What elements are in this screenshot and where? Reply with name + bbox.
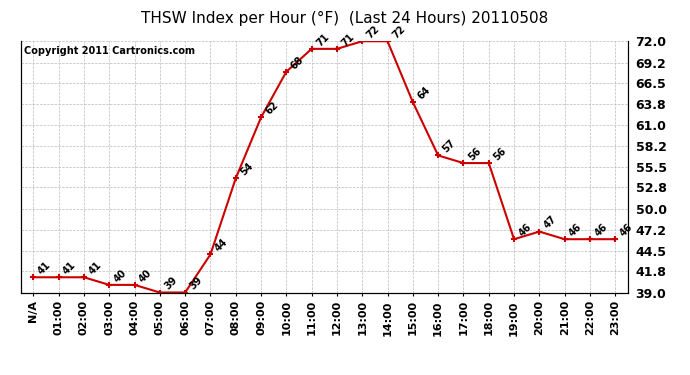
- Text: 40: 40: [137, 267, 154, 284]
- Text: 54: 54: [239, 161, 255, 177]
- Text: 39: 39: [188, 275, 204, 292]
- Text: 72: 72: [365, 24, 382, 40]
- Text: 46: 46: [567, 222, 584, 238]
- Text: 39: 39: [163, 275, 179, 292]
- Text: 41: 41: [61, 260, 78, 276]
- Text: 40: 40: [112, 267, 128, 284]
- Text: 56: 56: [466, 146, 483, 162]
- Text: THSW Index per Hour (°F)  (Last 24 Hours) 20110508: THSW Index per Hour (°F) (Last 24 Hours)…: [141, 11, 549, 26]
- Text: 72: 72: [391, 24, 407, 40]
- Text: 46: 46: [517, 222, 533, 238]
- Text: 44: 44: [213, 237, 230, 254]
- Text: 47: 47: [542, 214, 559, 231]
- Text: 41: 41: [36, 260, 52, 276]
- Text: 71: 71: [315, 32, 331, 48]
- Text: Copyright 2011 Cartronics.com: Copyright 2011 Cartronics.com: [23, 46, 195, 56]
- Text: 46: 46: [593, 222, 609, 238]
- Text: 62: 62: [264, 100, 280, 117]
- Text: 41: 41: [87, 260, 104, 276]
- Text: 71: 71: [339, 32, 356, 48]
- Text: 56: 56: [491, 146, 508, 162]
- Text: 64: 64: [415, 85, 432, 101]
- Text: 57: 57: [441, 138, 457, 154]
- Text: 46: 46: [618, 222, 635, 238]
- Text: 68: 68: [289, 54, 306, 71]
